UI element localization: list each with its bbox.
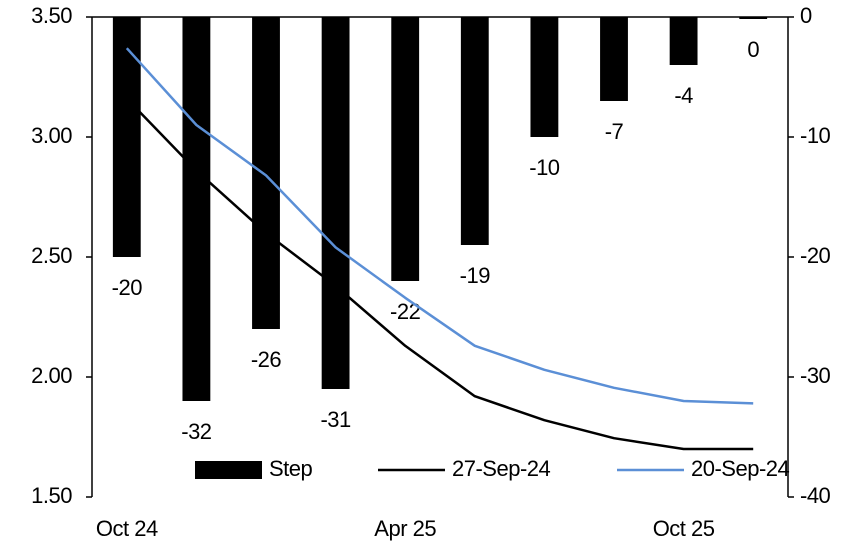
x-tick-label: Oct 25 (653, 516, 715, 541)
y2-tick-label: -10 (800, 123, 831, 148)
bar (530, 17, 559, 137)
y2-tick-label: -20 (800, 243, 831, 268)
data-label: -32 (181, 419, 212, 444)
y2-tick-label: -30 (800, 363, 831, 388)
data-label: -22 (390, 299, 421, 324)
y-tick-label: 2.50 (31, 243, 72, 268)
x-tick-label: Oct 24 (96, 516, 158, 541)
y-tick-label: 3.00 (31, 123, 72, 148)
y2-tick-label: 0 (800, 3, 812, 28)
bar (739, 17, 768, 19)
data-label: -19 (460, 263, 491, 288)
bar (391, 17, 420, 281)
data-label: -10 (529, 155, 560, 180)
data-label: -4 (674, 83, 693, 108)
y2-tick-label: -40 (800, 483, 831, 508)
legend-label: Step (269, 456, 313, 481)
bar (669, 17, 698, 65)
bar (112, 17, 141, 257)
data-label: -20 (112, 275, 143, 300)
data-label: -7 (605, 119, 624, 144)
legend-swatch (195, 461, 262, 479)
data-label: -31 (320, 407, 351, 432)
y-tick-label: 1.50 (31, 483, 72, 508)
legend-label: 20-Sep-24 (691, 456, 790, 481)
bar (460, 17, 489, 245)
bar (182, 17, 211, 401)
legend-label: 27-Sep-24 (452, 456, 551, 481)
bar (600, 17, 628, 101)
y-tick-label: 2.00 (31, 363, 72, 388)
x-tick-label: Apr 25 (374, 516, 436, 541)
data-label: -26 (251, 347, 282, 372)
y-tick-label: 3.50 (31, 3, 72, 28)
line (125, 47, 754, 405)
bar (252, 17, 280, 329)
data-label: 0 (747, 37, 759, 62)
bar (321, 17, 350, 389)
line (125, 97, 754, 451)
